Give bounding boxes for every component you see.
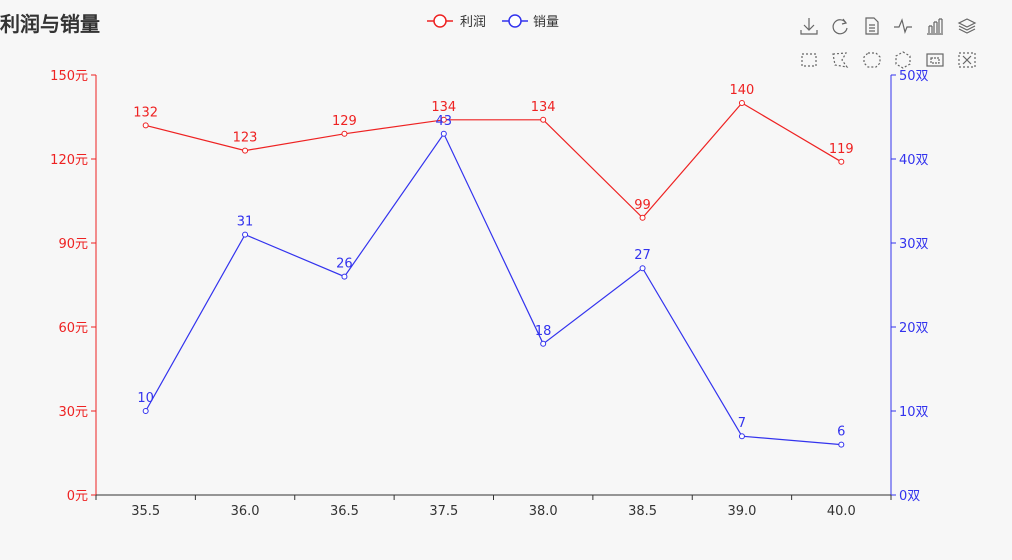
- data-label-profit: 129: [332, 114, 357, 129]
- y-axis-left-tick-label: 150元: [50, 69, 88, 84]
- y-axis-right-tick-label: 50双: [899, 69, 929, 84]
- y-axis-left-tick-label: 60元: [58, 321, 88, 336]
- series-line-sales: [145, 132, 842, 446]
- data-point-profit: [440, 116, 447, 123]
- data-point-profit: [639, 214, 646, 221]
- refresh-icon[interactable]: [831, 17, 849, 35]
- download-icon[interactable]: [800, 17, 818, 35]
- data-label-sales: 31: [237, 215, 254, 230]
- data-point-profit: [142, 122, 149, 129]
- data-point-sales: [540, 340, 547, 347]
- bar-chart-icon[interactable]: [926, 17, 944, 35]
- data-label-profit: 134: [431, 100, 456, 115]
- legend-sales-label: 销量: [533, 15, 559, 30]
- data-label-sales: 27: [634, 248, 651, 263]
- data-label-profit: 132: [133, 105, 158, 120]
- data-label-profit: 123: [233, 131, 258, 146]
- data-point-sales: [142, 408, 149, 414]
- data-label-sales: 6: [837, 425, 845, 440]
- data-label-profit: 99: [634, 198, 651, 213]
- x-axis-tick-label: 36.0: [231, 504, 260, 519]
- y-axis-left-tick-label: 90元: [58, 237, 88, 252]
- data-label-sales: 26: [336, 257, 353, 272]
- y-axis-right-tick-label: 10双: [899, 405, 929, 420]
- legend-item-profit[interactable]: 利润: [427, 14, 486, 30]
- keep-select-icon[interactable]: [863, 51, 881, 69]
- series-line-profit: [145, 102, 842, 219]
- y-axis-right-tick-label: 30双: [899, 237, 929, 252]
- polygon-select-icon[interactable]: [831, 51, 849, 69]
- line-chart-icon[interactable]: [894, 17, 912, 35]
- axes: 0元 30元 60元 90元 120元 150元 0双 10双 20双 30双 40双 50双 35.5…: [50, 69, 928, 519]
- clear-select-icon[interactable]: [894, 51, 912, 69]
- legend-profit-symbol: [433, 14, 447, 28]
- rect-select-icon[interactable]: [800, 51, 818, 69]
- chart-title: 利润与销量: [0, 12, 100, 36]
- data-point-sales: [639, 265, 646, 272]
- data-label-profit: 134: [531, 100, 556, 115]
- data-view-icon[interactable]: [863, 17, 881, 35]
- data-point-profit: [242, 147, 249, 154]
- data-point-sales: [838, 441, 845, 448]
- x-axis-tick-label: 38.0: [529, 504, 558, 519]
- x-axis-tick-label: 39.0: [727, 504, 756, 519]
- data-point-profit: [838, 158, 845, 165]
- data-label-sales: 10: [137, 391, 154, 406]
- x-axis-tick-label: 37.5: [429, 504, 458, 519]
- data-label-profit: 119: [829, 142, 854, 157]
- data-point-profit: [540, 116, 547, 123]
- data-label-sales: 43: [436, 114, 453, 129]
- x-axis-tick-label: 40.0: [827, 504, 856, 519]
- legend: 利润 销量: [427, 14, 559, 30]
- toolbox: [800, 17, 977, 69]
- data-point-sales: [242, 231, 249, 238]
- x-axis-tick-label: 36.5: [330, 504, 359, 519]
- data-point-profit: [738, 100, 745, 106]
- data-label-sales: 7: [738, 416, 746, 431]
- legend-item-sales[interactable]: 销量: [502, 14, 559, 30]
- zoom-reset-icon[interactable]: [958, 51, 976, 69]
- y-axis-left-tick-label: 30元: [58, 405, 88, 420]
- y-axis-right-tick-label: 40双: [899, 153, 929, 168]
- data-label-profit: 140: [730, 83, 755, 98]
- y-axis-left-tick-label: 0元: [67, 489, 88, 504]
- y-axis-right-tick-label: 20双: [899, 321, 929, 336]
- plot-area: 132 123 129 134 134 99 140 119 10 31 26 43 18 27 7 6: [133, 83, 854, 448]
- y-axis-left-tick-label: 120元: [50, 153, 88, 168]
- data-point-sales: [738, 433, 745, 440]
- legend-sales-symbol: [508, 14, 522, 28]
- zoom-icon[interactable]: [926, 51, 944, 69]
- x-axis-tick-label: 35.5: [131, 504, 160, 519]
- data-point-sales: [440, 130, 447, 137]
- data-point-sales: [341, 273, 348, 280]
- x-axis-tick-label: 38.5: [628, 504, 657, 519]
- stack-icon[interactable]: [957, 17, 977, 35]
- data-point-profit: [341, 130, 348, 137]
- y-axis-right-tick-label: 0双: [899, 489, 920, 504]
- data-label-sales: 18: [535, 324, 552, 339]
- legend-profit-label: 利润: [460, 15, 486, 30]
